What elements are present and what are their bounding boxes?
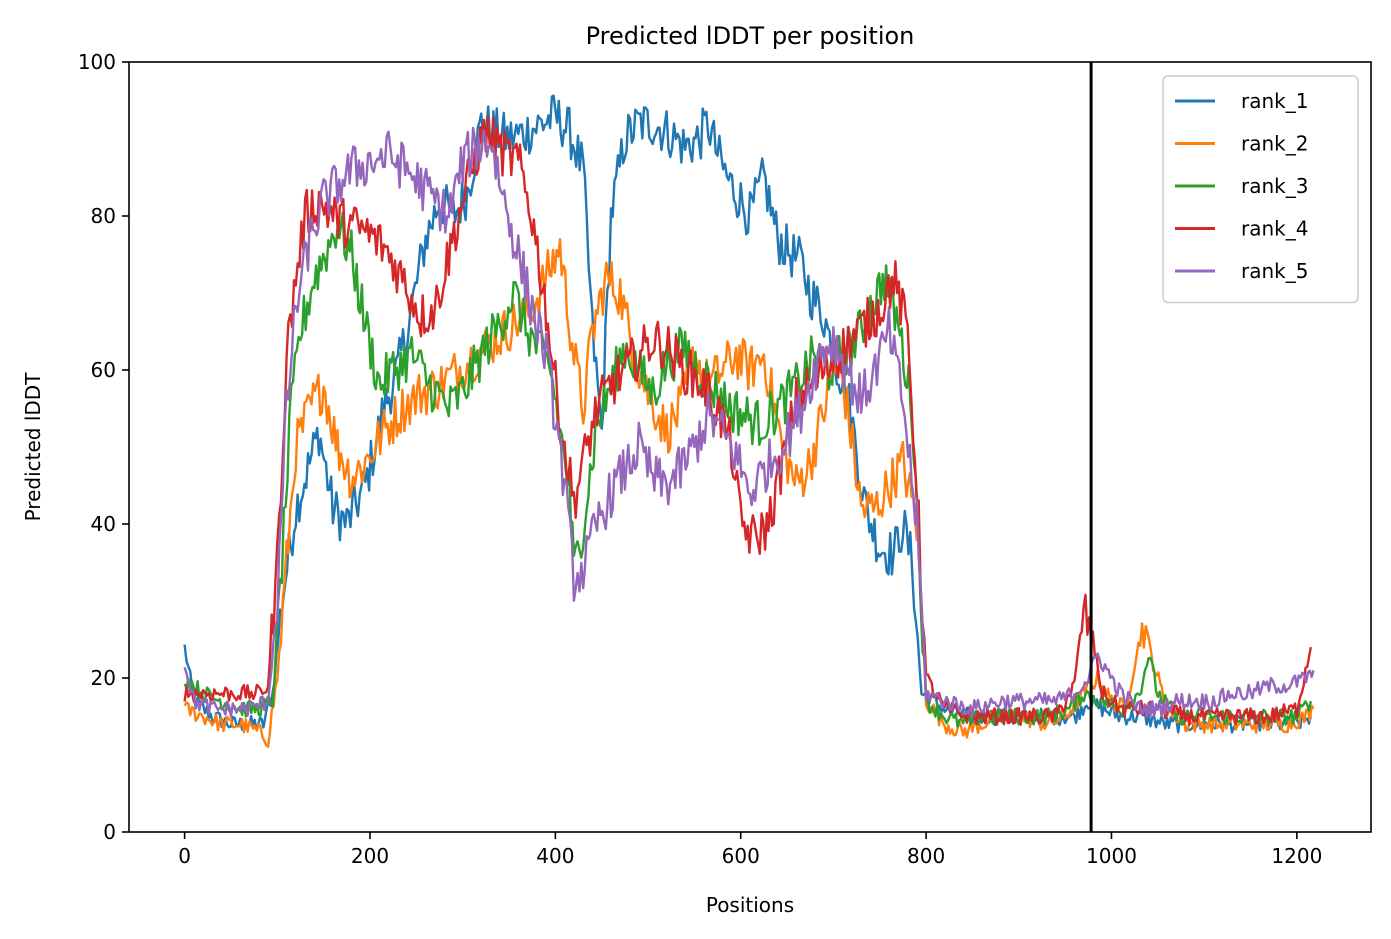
y-axis-title: Predicted lDDT bbox=[21, 372, 45, 522]
y-tick-label: 60 bbox=[91, 358, 116, 382]
x-tick-label: 1000 bbox=[1086, 844, 1137, 868]
x-tick-label: 0 bbox=[178, 844, 191, 868]
x-axis-title: Positions bbox=[706, 893, 794, 917]
x-tick-label: 1200 bbox=[1271, 844, 1322, 868]
series-layer bbox=[183, 94, 1315, 748]
x-tick-label: 400 bbox=[536, 844, 574, 868]
plot-frame bbox=[128, 61, 1372, 833]
legend-label-rank_3: rank_3 bbox=[1241, 174, 1308, 198]
y-tick-label: 40 bbox=[91, 512, 116, 536]
x-tick-label: 200 bbox=[351, 844, 389, 868]
series-line-rank_4 bbox=[183, 115, 1312, 727]
y-axis-ticks: 0 20 40 60 80 100 bbox=[78, 50, 129, 844]
series-line-rank_2 bbox=[183, 238, 1315, 748]
y-tick-label: 100 bbox=[78, 50, 116, 74]
series-line-rank_3 bbox=[183, 211, 1312, 729]
legend-label-rank_5: rank_5 bbox=[1241, 259, 1308, 283]
chart-title: Predicted lDDT per position bbox=[586, 22, 915, 50]
legend-label-rank_1: rank_1 bbox=[1241, 89, 1308, 113]
legend: rank_1 rank_2 rank_3 rank_4 rank_5 bbox=[1162, 75, 1359, 304]
series-line-rank_5 bbox=[183, 126, 1315, 718]
legend-label-rank_2: rank_2 bbox=[1241, 132, 1308, 156]
y-tick-label: 80 bbox=[91, 204, 116, 228]
y-tick-label: 20 bbox=[91, 666, 116, 690]
legend-box bbox=[1162, 75, 1359, 304]
legend-label-rank_4: rank_4 bbox=[1241, 217, 1308, 241]
x-tick-label: 800 bbox=[907, 844, 945, 868]
series-line-rank_1 bbox=[183, 94, 1312, 734]
x-tick-label: 600 bbox=[722, 844, 760, 868]
x-axis-ticks: 0 200 400 600 800 1000 1200 bbox=[178, 832, 1322, 868]
y-tick-label: 0 bbox=[103, 820, 116, 844]
